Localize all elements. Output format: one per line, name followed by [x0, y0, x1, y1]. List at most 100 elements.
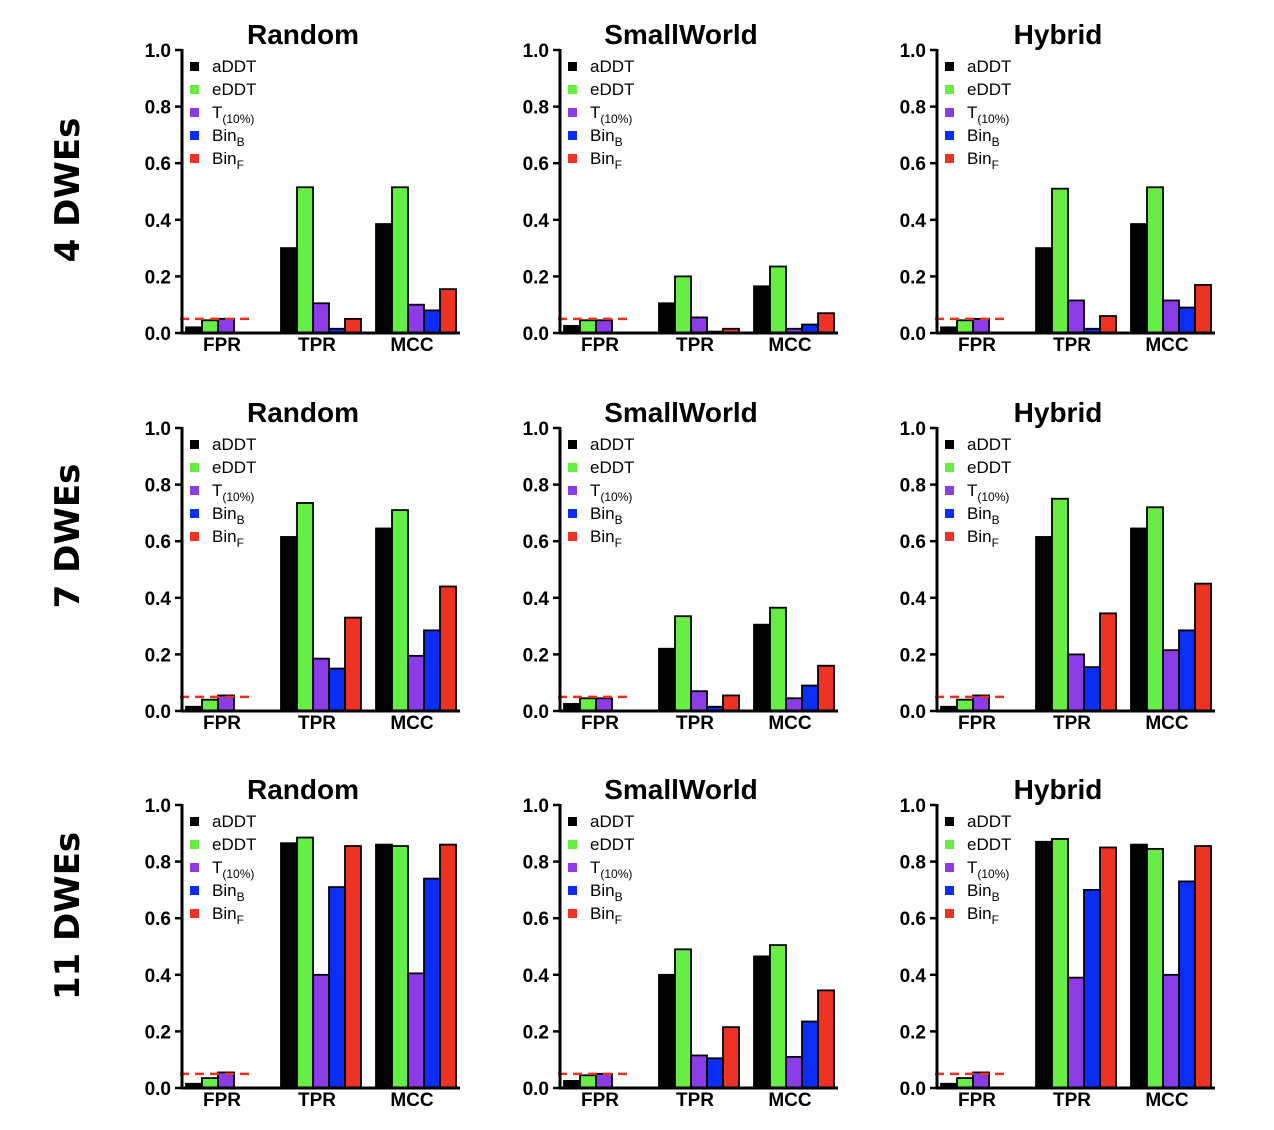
legend-label-BinB: BinB [967, 881, 1000, 904]
chart-panel-2: SmallWorld 0.0 0.2 0.4 0.6 0.8 1.0 FPR TPR MCC aDD… [523, 19, 838, 356]
x-tick-label: TPR [298, 335, 336, 356]
bar-eDDT-TPR [296, 836, 314, 1089]
legend-swatch-BinF [568, 154, 577, 163]
legend-swatch-BinF [190, 532, 199, 541]
legend-label-T10: T(10%) [212, 103, 254, 126]
bar-BinF-MCC [1194, 582, 1212, 712]
chart-panel-5: SmallWorld 0.0 0.2 0.4 0.6 0.8 1.0 FPR TPR MCC aDD… [523, 397, 838, 734]
bar-T10-TPR [690, 316, 708, 334]
bar-eDDT-MCC [391, 845, 409, 1089]
chart-title: Hybrid [1014, 397, 1103, 428]
bar-BinF-TPR [1099, 315, 1117, 334]
bar-BinF-MCC [439, 843, 457, 1089]
bar-eDDT-TPR [1051, 187, 1069, 334]
bar-aDDT-TPR [658, 647, 676, 712]
bar-eDDT-MCC [769, 944, 787, 1089]
x-tick-label: MCC [390, 1090, 434, 1111]
y-tick-label: 1.0 [145, 41, 171, 62]
legend-label-aDDT: aDDT [590, 812, 634, 831]
bar-T10-MCC [1162, 649, 1180, 712]
y-tick-label: 1.0 [523, 419, 549, 440]
bar-aDDT-TPR [280, 536, 298, 712]
chart-panel-4: Random 0.0 0.2 0.4 0.6 0.8 1.0 FPR TPR MCC aDDT eDD… [145, 397, 460, 734]
legend-label-T10: T(10%) [212, 481, 254, 504]
chart-panel-1: Random 0.0 0.2 0.4 0.6 0.8 1.0 FPR TPR MCC aDDT eDD… [145, 19, 460, 356]
legend-swatch-T10 [945, 108, 954, 117]
bar-eDDT-FPR [579, 1074, 597, 1089]
legend-swatch-aDDT [945, 817, 954, 826]
bar-BinB-MCC [801, 1020, 819, 1089]
legend-label-eDDT: eDDT [212, 458, 256, 477]
legend-label-eDDT: eDDT [590, 835, 634, 854]
legend-swatch-aDDT [190, 440, 199, 449]
legend-label-aDDT: aDDT [590, 57, 634, 76]
legend-swatch-BinF [945, 532, 954, 541]
legend-swatch-BinB [190, 131, 199, 140]
legend-label-aDDT: aDDT [967, 812, 1011, 831]
chart-panel-9: Hybrid 0.0 0.2 0.4 0.6 0.8 1.0 FPR TPR MCC aDDT eDD… [900, 774, 1215, 1111]
legend-label-BinF: BinF [212, 904, 244, 927]
x-tick-label: MCC [1145, 1090, 1189, 1111]
y-tick-label: 0.2 [145, 267, 171, 288]
legend-label-eDDT: eDDT [590, 80, 634, 99]
legend-swatch-BinB [568, 886, 577, 895]
y-tick-label: 0.0 [523, 1079, 549, 1100]
legend-swatch-T10 [568, 863, 577, 872]
y-tick-label: 0.2 [900, 1022, 926, 1043]
bar-eDDT-MCC [1146, 847, 1164, 1089]
y-tick-label: 1.0 [145, 419, 171, 440]
y-tick-label: 0.8 [523, 853, 549, 874]
chart-title: Hybrid [1014, 19, 1103, 50]
y-tick-label: 0.0 [900, 702, 926, 723]
legend-label-BinB: BinB [212, 126, 245, 149]
legend-swatch-eDDT [568, 85, 577, 94]
bar-eDDT-TPR [1051, 497, 1069, 712]
legend-swatch-eDDT [568, 463, 577, 472]
x-tick-label: MCC [768, 1090, 812, 1111]
bar-eDDT-TPR [674, 275, 692, 334]
x-tick-label: FPR [203, 713, 241, 734]
y-tick-label: 0.6 [145, 909, 171, 930]
bar-eDDT-FPR [956, 698, 974, 712]
legend-swatch-BinF [945, 909, 954, 918]
legend-label-BinF: BinF [967, 904, 999, 927]
bar-eDDT-FPR [579, 697, 597, 712]
bar-T10-TPR [690, 690, 708, 712]
bar-aDDT-TPR [658, 973, 676, 1089]
bar-eDDT-MCC [391, 509, 409, 712]
bar-aDDT-MCC [1130, 527, 1148, 712]
bar-eDDT-FPR [579, 319, 597, 334]
bar-BinB-MCC [1178, 629, 1196, 712]
y-tick-label: 0.2 [145, 1022, 171, 1043]
legend-swatch-aDDT [568, 440, 577, 449]
chart-title: Random [247, 19, 359, 50]
legend-swatch-T10 [568, 486, 577, 495]
bar-BinF-TPR [344, 317, 362, 334]
x-tick-label: FPR [958, 713, 996, 734]
bar-aDDT-MCC [375, 223, 393, 334]
legend-label-BinB: BinB [967, 126, 1000, 149]
legend-label-T10: T(10%) [590, 481, 632, 504]
bar-T10-FPR [595, 697, 613, 712]
bar-aDDT-MCC [375, 527, 393, 712]
bar-aDDT-TPR [1035, 840, 1053, 1089]
bar-BinF-MCC [817, 664, 835, 712]
legend-swatch-BinF [190, 154, 199, 163]
bar-eDDT-TPR [296, 502, 314, 712]
legend-label-BinB: BinB [590, 881, 623, 904]
legend-label-T10: T(10%) [967, 858, 1009, 881]
y-tick-label: 0.0 [145, 702, 171, 723]
bar-eDDT-TPR [296, 186, 314, 334]
legend-swatch-eDDT [190, 840, 199, 849]
legend-swatch-aDDT [568, 817, 577, 826]
x-tick-label: MCC [1145, 335, 1189, 356]
bar-aDDT-MCC [753, 623, 771, 712]
y-tick-label: 1.0 [900, 41, 926, 62]
legend-label-aDDT: aDDT [212, 812, 256, 831]
x-tick-label: MCC [768, 335, 812, 356]
bar-T10-MCC [407, 654, 425, 712]
x-tick-label: FPR [581, 713, 619, 734]
